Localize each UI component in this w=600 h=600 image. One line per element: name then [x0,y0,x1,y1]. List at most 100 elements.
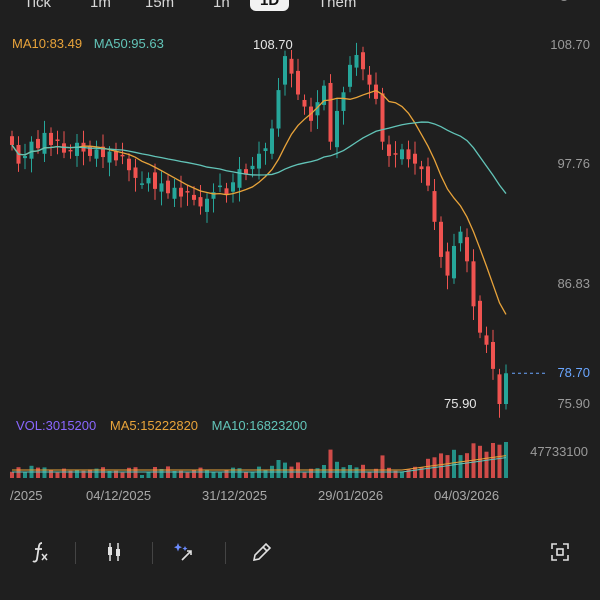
volume-bar [81,470,86,478]
candle-body [211,192,216,199]
date-label: 04/03/2026 [434,488,500,503]
candle-body [432,191,437,222]
current-price-tag: 78.70 [557,365,590,380]
volume-bar [133,467,138,478]
candle-body [478,300,482,333]
volume-bar [107,471,112,478]
tab-tick[interactable]: Tick [24,0,51,11]
fx-icon[interactable] [22,534,58,570]
volume-value: VOL:3015200 [16,418,97,433]
volume-bar [94,468,99,478]
price-tick-bottom: 75.90 [557,396,590,411]
volume-ma10-line [12,457,507,473]
volume-bar [315,468,320,478]
volume-max-label: 47733100 [530,444,588,459]
volume-bar [231,467,235,478]
volume-bar [341,467,346,478]
volume-bar [367,471,372,478]
candle-body [10,136,14,145]
volume-bar [250,471,255,478]
volume-bar [10,471,14,478]
date-label: /2025 [10,488,43,503]
volume-bar [140,475,144,478]
candle-body [29,141,34,159]
toolbar-divider [75,542,76,564]
candle-body [452,245,456,279]
volume-bar [205,470,209,478]
candle-body [244,169,248,175]
candle-body [315,102,320,116]
volume-bar [23,472,27,478]
volume-bar [328,449,333,478]
candle-body [296,70,300,95]
candle-body [289,58,294,74]
volume-bar [224,469,229,478]
candle-body [231,182,235,192]
ma50-line [11,121,507,194]
candlestick-icon[interactable] [96,534,132,570]
tab-15m[interactable]: 15m [145,0,175,11]
candle-body [497,374,502,404]
tab-1m[interactable]: 1m [90,0,111,11]
volume-bar [419,467,424,478]
price-tick-3: 86.83 [557,276,590,291]
candle-body [465,237,469,262]
candle-body [445,251,450,276]
fullscreen-icon[interactable] [542,534,578,570]
price-tick-top: 108.70 [550,37,590,52]
volume-bar [354,467,359,478]
volume-bar [302,472,307,478]
tab-more[interactable]: Thêm [318,0,357,11]
candle-body [224,188,229,195]
volume-bar [120,472,125,478]
candle-body [393,153,398,155]
volume-bar [75,470,79,478]
tab-1d[interactable]: 1D [250,0,290,11]
candle-body [120,154,125,157]
volume-bar [276,460,281,478]
volume-bar [172,471,177,478]
candle-body [49,132,53,145]
volume-bar [309,468,313,478]
bottom-toolbar [0,520,600,582]
tab-1h[interactable]: 1h [213,0,230,11]
volume-bar [101,467,105,478]
candle-body [322,85,326,105]
candle-body [146,177,151,184]
candle-body [458,231,463,244]
pencil-icon[interactable] [244,534,280,570]
candle-body [88,146,92,156]
volume-bar [114,470,118,478]
candle-body [491,341,495,369]
candle-body [380,93,385,142]
volume-bar [445,455,450,478]
candle-body [348,64,352,87]
candle-body [257,153,261,169]
volume-bar [471,443,476,478]
volume-bar [68,470,73,478]
volume-bar [127,467,131,478]
candle-body [107,151,112,163]
candle-body [127,158,131,171]
candle-body [172,187,177,199]
volume-bar [361,464,365,478]
date-label: 29/01/2026 [318,488,384,503]
candle-body [471,261,476,307]
candle-body [140,183,144,185]
candle-body [237,169,242,188]
date-label: 04/12/2025 [86,488,152,503]
candle-body [283,56,287,85]
candle-body [36,138,40,149]
ma10-line [11,89,507,315]
volume-bar [478,445,482,478]
price-chart[interactable] [0,0,600,520]
candle-body [341,92,346,111]
sparkle-draw-icon[interactable] [166,534,202,570]
ma10-value: MA10:83.49 [12,36,83,51]
ma-legend: MA10:83.49 MA50:95.63 [12,36,172,51]
candle-body [335,110,339,148]
date-label: 31/12/2025 [202,488,268,503]
volume-bar [211,471,216,478]
candle-body [55,139,60,141]
candle-body [42,132,47,154]
